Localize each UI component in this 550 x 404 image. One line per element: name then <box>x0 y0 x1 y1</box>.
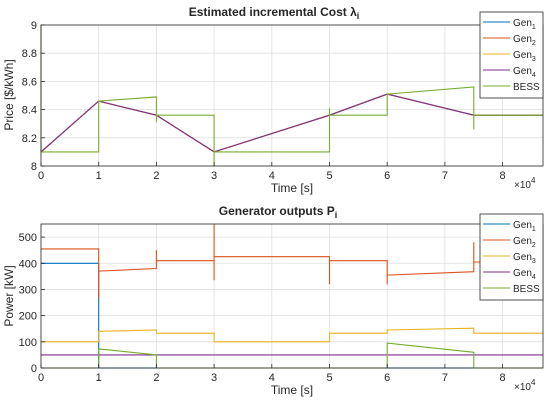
power-chart: Generator outputs Pi 0 1 2 3 4 5 6 7 8 0 100 200 300… <box>2 204 544 397</box>
price-legend: Gen1 Gen2 Gen3 Gen4 BESS <box>479 11 544 99</box>
legend-label-gen-3: Gen3 <box>513 50 536 63</box>
x-tick-label: 3 <box>211 170 217 182</box>
y-tick-label: 8 <box>31 161 37 173</box>
series-line-gen-4 <box>40 93 543 153</box>
x-tick-label: 6 <box>384 372 390 384</box>
x-tick-label: 4 <box>269 372 275 384</box>
x-tick-label: 6 <box>384 170 390 182</box>
y-tick-label: 0 <box>31 363 37 375</box>
price-plot-frame <box>40 24 544 167</box>
y-tick-label: 8.2 <box>22 133 37 145</box>
x-tick-label: 4 <box>269 170 275 182</box>
series-line-gen-2 <box>41 224 543 299</box>
price-x-axis-label: Time [s] <box>271 181 313 195</box>
y-tick-label: 400 <box>19 258 37 270</box>
x-tick-label: 7 <box>442 372 448 384</box>
price-ticks: 0 1 2 3 4 5 6 7 8 8 8.2 8.4 8.6 8.8 9 <box>22 20 506 182</box>
y-tick-label: 500 <box>19 232 37 244</box>
x-tick-label: 3 <box>211 372 217 384</box>
y-tick-label: 8.6 <box>22 76 37 88</box>
legend-label-bess: BESS <box>513 284 540 295</box>
y-tick-label: 100 <box>19 337 37 349</box>
price-x-exponent: ×104 <box>514 176 536 191</box>
power-plot-frame <box>40 223 544 369</box>
legend-label-gen-3: Gen3 <box>513 252 536 265</box>
power-legend: Gen1 Gen2 Gen3 Gen4 BESS <box>479 213 544 301</box>
x-tick-label: 2 <box>153 372 159 384</box>
x-tick-label: 5 <box>326 372 332 384</box>
x-tick-label: 0 <box>38 372 44 384</box>
x-tick-label: 0 <box>38 170 44 182</box>
power-series <box>41 224 543 369</box>
legend-label-gen-1: Gen1 <box>513 220 536 233</box>
power-y-axis-label: Power [kW] <box>2 265 16 326</box>
series-line-bess <box>41 342 543 369</box>
legend-label-gen-4: Gen4 <box>513 268 536 281</box>
series-line-bess <box>40 25 543 166</box>
legend-label-gen-1: Gen1 <box>513 18 536 31</box>
power-grid <box>40 224 543 369</box>
y-tick-label: 300 <box>19 284 37 296</box>
price-series <box>40 25 543 166</box>
legend-label-gen-2: Gen2 <box>513 34 536 47</box>
power-x-axis-label: Time [s] <box>271 383 313 397</box>
series-line-gen-3 <box>40 93 543 153</box>
price-y-axis-label: Price [$/kWh] <box>2 59 16 130</box>
x-tick-label: 5 <box>326 170 332 182</box>
price-chart: Estimated incremental Cost λi 0 1 2 3 4 5 6 7 8 8… <box>2 5 544 195</box>
legend-box <box>479 213 544 301</box>
legend-label-bess: BESS <box>513 82 540 93</box>
series-line-gen-2 <box>40 93 543 153</box>
x-tick-label: 7 <box>442 170 448 182</box>
power-ticks: 0 1 2 3 4 5 6 7 8 0 100 200 300 400 500 <box>19 232 506 384</box>
x-tick-label: 2 <box>153 170 159 182</box>
y-tick-label: 8.8 <box>22 48 37 60</box>
x-tick-label: 1 <box>96 170 102 182</box>
power-x-exponent: ×104 <box>514 378 536 393</box>
x-tick-label: 8 <box>500 170 506 182</box>
y-tick-label: 9 <box>31 20 37 32</box>
series-line-gen-3 <box>41 327 543 343</box>
y-tick-label: 200 <box>19 311 37 323</box>
price-chart-title: Estimated incremental Cost λi <box>189 5 360 21</box>
series-line-gen-1 <box>40 93 543 153</box>
power-chart-title: Generator outputs Pi <box>219 204 338 220</box>
y-tick-label: 8.4 <box>22 105 37 117</box>
legend-label-gen-4: Gen4 <box>513 66 536 79</box>
x-tick-label: 1 <box>96 372 102 384</box>
x-tick-label: 8 <box>500 372 506 384</box>
price-grid <box>40 24 543 167</box>
legend-box <box>479 11 544 99</box>
legend-label-gen-2: Gen2 <box>513 236 536 249</box>
